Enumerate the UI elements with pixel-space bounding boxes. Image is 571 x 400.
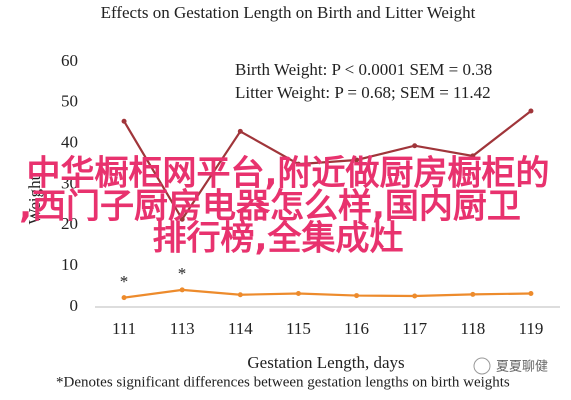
chart-title: Effects on Gestation Length on Birth and… xyxy=(101,3,476,22)
point xyxy=(237,128,243,134)
x-tick-label: 119 xyxy=(519,319,544,338)
x-tick-label: 117 xyxy=(402,319,427,338)
x-tick-label: 118 xyxy=(460,319,485,338)
y-tick-label: 0 xyxy=(70,296,79,315)
footnote: *Denotes significant differences between… xyxy=(56,374,510,390)
watermark: 夏夏聊健 xyxy=(496,360,548,375)
y-tick-label: 20 xyxy=(61,214,78,233)
x-tick-label: 116 xyxy=(344,319,369,338)
y-tick-label: 60 xyxy=(61,51,78,70)
overlay-text: ,西门子厨房电器怎么样,国内厨卫 xyxy=(19,187,521,227)
annotation: Litter Weight: P = 0.68; SEM = 11.42 xyxy=(235,83,491,102)
y-tick-label: 40 xyxy=(61,133,78,152)
y-tick-label: 50 xyxy=(61,92,78,111)
point xyxy=(179,287,185,293)
overlay-text: 排行榜,全集成灶 xyxy=(153,219,404,259)
y-axis-label: Weight xyxy=(25,175,44,224)
overlay-text: 中华橱柜网平台,附近做厨房橱柜的 xyxy=(27,154,550,194)
x-axis-label: Gestation Length, days xyxy=(247,353,404,372)
x-tick-label: 111 xyxy=(112,319,136,338)
x-tick-label: 113 xyxy=(170,319,195,338)
watermark-logo xyxy=(473,357,491,375)
point xyxy=(470,291,476,297)
series-line xyxy=(123,288,531,299)
asterisk: * xyxy=(178,264,187,283)
point xyxy=(528,291,534,297)
x-tick-label: 114 xyxy=(228,319,253,338)
series-line xyxy=(123,110,532,222)
point xyxy=(179,216,185,222)
point xyxy=(295,161,301,167)
point xyxy=(412,293,418,299)
point xyxy=(528,108,534,114)
point xyxy=(121,118,127,124)
y-tick-label: 30 xyxy=(61,173,78,192)
x-tick-label: 115 xyxy=(286,319,311,338)
point xyxy=(470,153,476,159)
y-tick-label: 10 xyxy=(61,255,78,274)
point xyxy=(354,293,360,299)
asterisk: * xyxy=(120,272,129,291)
point xyxy=(237,292,243,298)
point xyxy=(121,295,127,301)
annotation: Birth Weight: P < 0.0001 SEM = 0.38 xyxy=(235,60,492,79)
point xyxy=(295,291,301,297)
point xyxy=(354,157,360,163)
point xyxy=(412,143,418,149)
